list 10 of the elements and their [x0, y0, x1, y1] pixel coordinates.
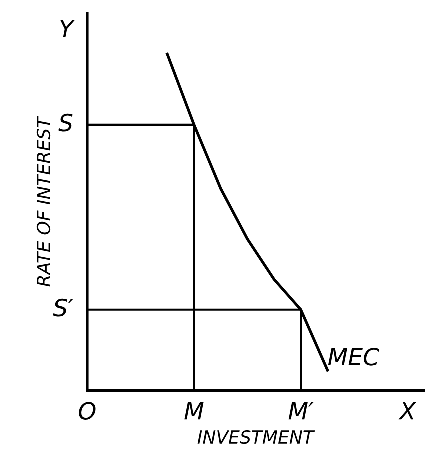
series-label: MEC [328, 348, 380, 366]
x-tick-label: M′ [288, 402, 314, 420]
ref-line-label: S′ [53, 298, 74, 317]
x-tick-label: O [79, 402, 96, 420]
x-axis-title: INVESTMENT [198, 430, 316, 444]
x-tick-label: X [398, 402, 416, 420]
ref-line-label: S [58, 114, 73, 132]
y-axis-title: RATE OF INTEREST [36, 116, 51, 287]
x-tick-label: M [184, 402, 204, 420]
text: Y [60, 20, 76, 38]
